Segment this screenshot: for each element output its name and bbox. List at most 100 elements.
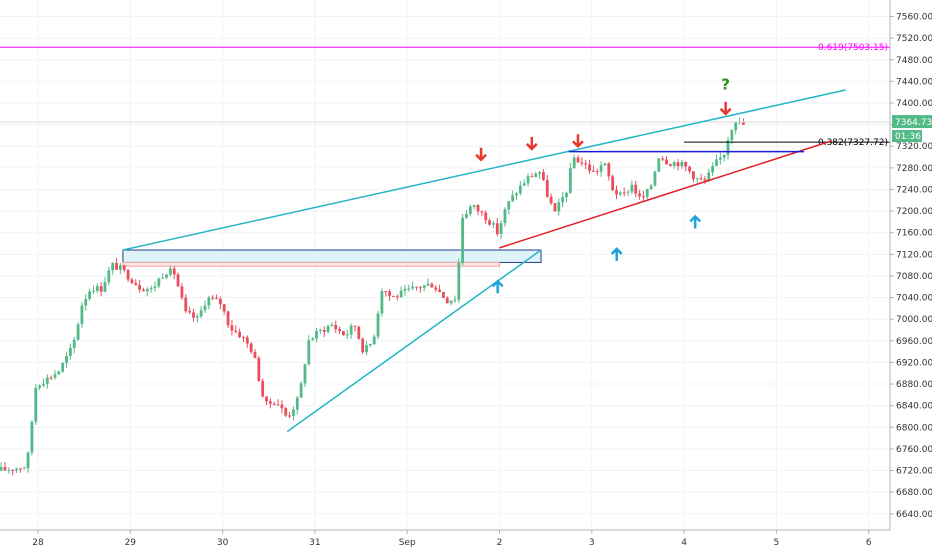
- candle-body: [634, 184, 638, 194]
- candle-body: [249, 343, 253, 352]
- price-tick-label: 7560.00: [896, 13, 932, 23]
- candle-body: [188, 311, 192, 313]
- candle-body: [538, 172, 541, 174]
- candle-body: [322, 329, 326, 333]
- candle-body: [115, 263, 118, 270]
- candle-body: [295, 397, 299, 410]
- candle-body: [11, 469, 15, 471]
- candle-body: [468, 206, 472, 215]
- candle-body: [557, 202, 561, 212]
- candle-body: [172, 268, 176, 275]
- candle-body: [149, 287, 153, 290]
- candle-body: [268, 401, 272, 404]
- candle-body: [480, 211, 484, 213]
- red-support-zone: [122, 261, 501, 267]
- candle-body: [242, 337, 245, 339]
- candle-body: [722, 154, 726, 158]
- down-arrow-icon: [475, 147, 487, 162]
- candle-body: [672, 162, 676, 167]
- candle-body: [545, 179, 549, 197]
- candle-body: [230, 325, 234, 331]
- candle-body: [157, 278, 161, 287]
- time-tick-label: 3: [589, 538, 595, 548]
- candle-body: [711, 165, 715, 173]
- candle-body: [318, 329, 322, 331]
- price-tick-label: 7240.00: [896, 185, 932, 195]
- candle-body: [718, 157, 722, 160]
- candle-body: [607, 163, 611, 177]
- time-tick-label: 28: [32, 538, 44, 548]
- candle-body: [3, 467, 7, 471]
- candle-body: [645, 189, 649, 197]
- candle-body: [357, 326, 361, 339]
- candle-body: [507, 201, 511, 210]
- candle-body: [18, 468, 22, 470]
- candle-body: [415, 286, 418, 288]
- candle-body: [218, 298, 222, 305]
- candle-body: [284, 408, 288, 416]
- candle-body: [399, 290, 403, 298]
- candle-body: [342, 331, 345, 336]
- time-tick-label: 5: [774, 538, 780, 548]
- candle-body: [661, 158, 665, 160]
- candle-body: [430, 283, 434, 288]
- fib-level-0-382-label: 0.382(7327.72): [818, 138, 888, 148]
- candle-body: [307, 340, 311, 365]
- candle-body: [292, 409, 295, 416]
- candle-body: [418, 287, 422, 289]
- up-arrow-icon: [689, 214, 702, 229]
- candle-body: [576, 157, 580, 163]
- candle-body: [542, 172, 545, 180]
- candle-body: [338, 329, 341, 332]
- candle-body: [361, 338, 365, 353]
- candle-body: [126, 270, 130, 280]
- time-axis[interactable]: 28 29 30 31 Sep 2 3 4 5 6: [0, 529, 932, 550]
- candle-body: [76, 324, 80, 340]
- candle-body: [449, 300, 453, 304]
- arrow-head: [610, 247, 623, 255]
- candle-body: [518, 185, 522, 194]
- candle-body: [395, 296, 399, 298]
- arrow-head: [719, 107, 732, 116]
- candle-body: [699, 178, 703, 180]
- candle-body: [257, 358, 261, 381]
- candle-body: [372, 336, 376, 344]
- candle-body: [88, 291, 92, 299]
- candle-body: [622, 192, 626, 194]
- candle-body: [180, 286, 184, 298]
- candle-body: [630, 184, 634, 192]
- candle-body: [30, 421, 34, 453]
- candle-body: [599, 165, 603, 172]
- candle-body: [165, 274, 168, 278]
- candle-body: [68, 347, 72, 356]
- time-axis-background: [0, 530, 932, 550]
- candle-body: [695, 178, 699, 180]
- candle-body: [311, 338, 315, 341]
- candle-body: [422, 285, 426, 288]
- candle-body: [603, 163, 607, 166]
- candle-body: [226, 311, 230, 326]
- candle-body: [45, 377, 49, 384]
- candle-body: [353, 325, 357, 327]
- price-tick-label: 7000.00: [896, 315, 932, 325]
- candle-body: [461, 217, 465, 264]
- candle-body: [584, 163, 588, 165]
- time-tick-label: 4: [681, 538, 687, 548]
- time-tick-label: 30: [217, 538, 229, 548]
- candle-body: [138, 285, 142, 290]
- candle-body: [330, 324, 334, 327]
- price-tick-label: 6920.00: [896, 358, 932, 368]
- candle-body: [484, 212, 488, 221]
- candle-body: [657, 158, 661, 172]
- candle-body: [365, 345, 368, 353]
- candle-body: [192, 312, 195, 318]
- current-price-tag: [892, 115, 932, 129]
- candle-body: [222, 304, 226, 312]
- price-axis[interactable]: 6640.00 6680.00 6720.00 6760.00 6800.00 6840.…: [889, 0, 932, 550]
- candle-body: [134, 283, 138, 286]
- countdown-tag-label: 01:36: [895, 132, 921, 142]
- candle-body: [434, 287, 438, 290]
- price-tick-label: 6720.00: [896, 467, 932, 477]
